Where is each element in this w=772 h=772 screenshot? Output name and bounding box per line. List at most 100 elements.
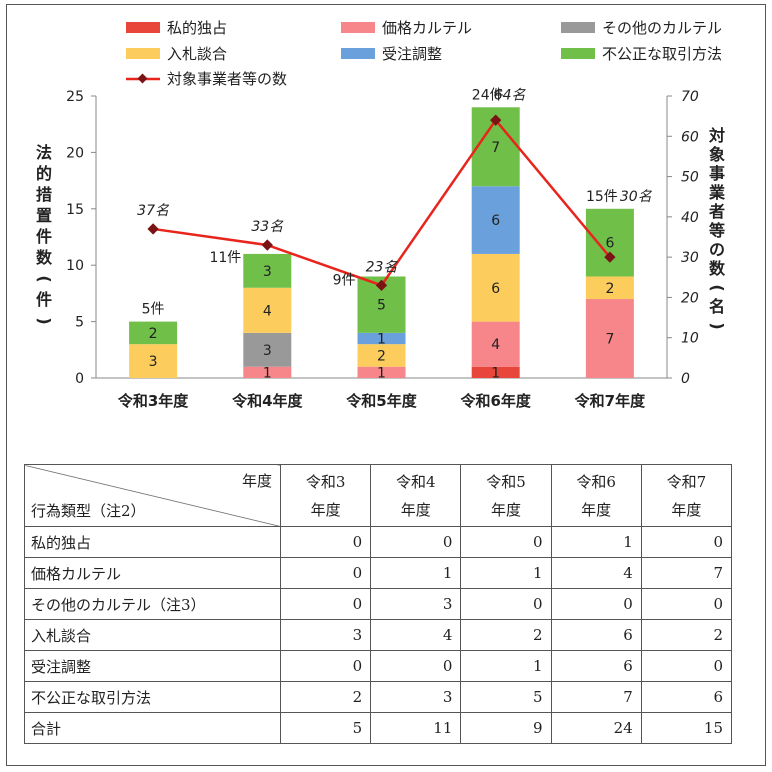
table-cell: 0	[370, 650, 462, 682]
table-cell: 0	[279, 526, 372, 558]
table-cell: 1	[550, 526, 642, 558]
column-header: 令和7 年度	[640, 464, 733, 527]
bar-segment-label: 5	[377, 298, 386, 314]
bar-segment-label: 7	[605, 332, 614, 348]
line-value-label: 64名	[494, 87, 527, 103]
bar-segment	[243, 287, 292, 333]
line-value-label: 23名	[366, 259, 399, 275]
legend-swatch	[561, 22, 595, 33]
table-cell: 1	[460, 650, 552, 682]
bar-segment	[129, 321, 178, 345]
line-point	[147, 223, 159, 235]
line-point	[604, 251, 616, 263]
y-axis-title-char: 法	[36, 143, 52, 162]
bar-segment	[243, 332, 292, 367]
row-label: 入札談合	[24, 619, 281, 651]
y-axis-title-char: )	[35, 317, 54, 324]
y2-tick-label: 60	[681, 129, 699, 145]
line-value-label: 33名	[251, 219, 284, 235]
x-tick-label: 令和4年度	[232, 392, 303, 410]
legend-swatch	[561, 48, 595, 59]
x-tick-label: 令和6年度	[460, 392, 531, 410]
y-axis-title-char: 措	[36, 185, 52, 204]
legend-swatch	[126, 22, 160, 33]
bar-segment	[585, 299, 634, 378]
legend-label: 不公正な取引方法	[602, 45, 722, 63]
bar-segment-label: 1	[377, 332, 386, 348]
bar-segment-label: 4	[491, 337, 500, 353]
y-axis-title-char: 数	[36, 248, 53, 267]
y2-axis-title-char: 象	[709, 145, 725, 164]
chart-labels: 3213431215146677265件11件9件24件15件37名33名23名…	[137, 87, 653, 381]
bar-segment-label: 2	[605, 281, 614, 297]
y2-axis-title-char: の	[709, 240, 725, 259]
row-label: 受注調整	[24, 650, 281, 682]
y-axis-title-char: 置	[36, 206, 52, 225]
bar-segment	[471, 186, 520, 254]
bar-segment-label: 1	[377, 365, 386, 381]
legend-label: 価格カルテル	[382, 19, 472, 37]
legend-swatch	[126, 48, 160, 59]
table-cell: 4	[550, 557, 642, 589]
line-point	[261, 239, 273, 251]
legend-label: 対象事業者等の数	[167, 70, 287, 88]
column-header: 令和6 年度	[550, 464, 642, 527]
bar-segment	[129, 344, 178, 378]
table-cell: 7	[550, 681, 642, 713]
table-row: 価格カルテル 0 1 1 4 7	[24, 557, 733, 589]
table-cell: 2	[460, 619, 552, 651]
table-cell: 0	[640, 526, 733, 558]
bar-segment	[471, 321, 520, 367]
y-axis-title-char: (	[35, 275, 54, 282]
bar-segment	[357, 366, 406, 378]
y2-tick-label: 50	[681, 170, 699, 186]
table-cell: 3	[279, 619, 372, 651]
bar-segment	[243, 366, 292, 378]
legend-label: 受注調整	[382, 45, 442, 63]
table-row: 私的独占 0 0 0 1 0	[24, 526, 733, 558]
legend-label: 入札談合	[167, 45, 227, 63]
table-cell: 2	[279, 681, 372, 713]
bar-segment-label: 1	[491, 365, 500, 381]
y-axis-title-char: 的	[36, 164, 52, 183]
y2-tick-label: 30	[681, 250, 699, 266]
y2-axis-title-char: )	[708, 322, 727, 329]
y-tick-label: 0	[75, 371, 84, 387]
y-tick-label: 5	[75, 315, 84, 331]
table-cell: 0	[640, 650, 733, 682]
bar-total-label: 11件	[209, 250, 241, 266]
y-tick-label: 10	[66, 258, 84, 274]
bar-segment-label: 2	[377, 348, 386, 364]
x-tick-label: 令和3年度	[118, 392, 189, 410]
y2-tick-label: 10	[681, 331, 699, 347]
row-label: 価格カルテル	[24, 557, 281, 589]
line-point	[375, 279, 388, 291]
data-table: 年度 行為類型（注2） 令和3 年度 令和4 年度 令和5 年度 令和6 年度 令和7 年…	[24, 464, 733, 744]
y-axis-title-char: 件	[36, 290, 52, 309]
table-cell: 7	[640, 557, 733, 589]
row-label: その他のカルテル（注3）	[24, 588, 281, 620]
table-cell: 0	[550, 588, 642, 620]
table-cell: 15	[640, 712, 733, 744]
y2-tick-label: 70	[681, 89, 699, 105]
bar-segment	[243, 253, 292, 288]
corner-year-label: 年度	[241, 472, 272, 490]
y2-tick-label: 40	[681, 210, 699, 226]
chart-line-series	[147, 114, 616, 291]
y-tick-label: 15	[66, 202, 84, 218]
table-row: 合計 5 11 9 24 15	[24, 712, 733, 744]
table-cell: 0	[370, 526, 462, 558]
legend-label: 私的独占	[167, 19, 227, 37]
table-row: 不公正な取引方法 2 3 5 7 6	[24, 681, 733, 713]
table-cell: 3	[370, 681, 462, 713]
table-cell: 5	[460, 681, 552, 713]
table-cell: 4	[370, 619, 462, 651]
y-axis-title-char: 件	[36, 227, 52, 246]
bar-segment-label: 6	[491, 281, 500, 297]
table-cell: 0	[279, 557, 372, 589]
table-cell: 0	[460, 526, 552, 558]
figure-frame	[6, 4, 766, 766]
table-cell: 5	[279, 712, 372, 744]
line-value-label: 37名	[137, 203, 170, 219]
